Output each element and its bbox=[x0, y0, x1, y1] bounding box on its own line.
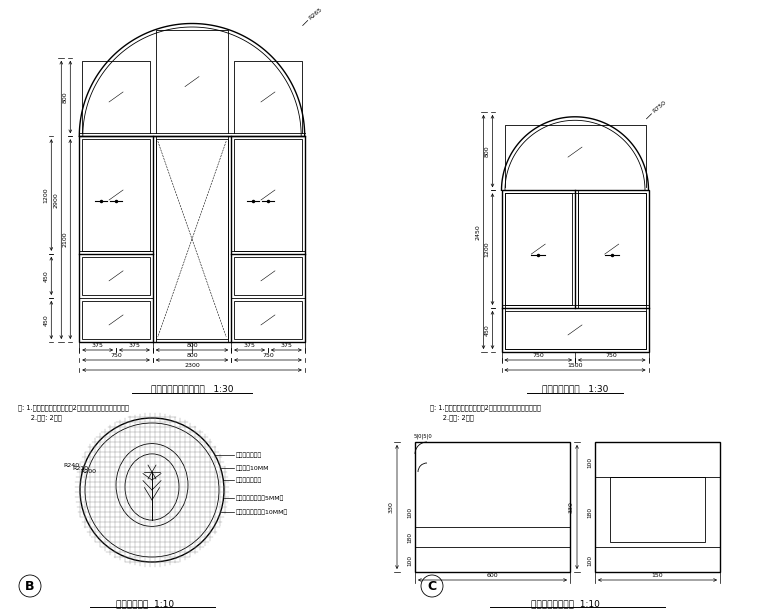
Bar bbox=[578, 193, 645, 305]
Text: 2.数量: 2樘。: 2.数量: 2樘。 bbox=[18, 414, 62, 420]
Text: 800: 800 bbox=[485, 145, 489, 157]
Text: 750: 750 bbox=[262, 353, 274, 358]
Text: 1200: 1200 bbox=[485, 241, 489, 257]
Text: R210: R210 bbox=[73, 466, 89, 471]
Bar bbox=[505, 311, 645, 349]
Bar bbox=[79, 136, 305, 342]
Text: R240: R240 bbox=[63, 463, 79, 468]
Text: 注: 1.铝合金门、窗框均采用2㎜电泳色铝合金，白片玻璃。: 注: 1.铝合金门、窗框均采用2㎜电泳色铝合金，白片玻璃。 bbox=[18, 404, 129, 411]
Text: 800: 800 bbox=[186, 343, 198, 348]
Text: 375: 375 bbox=[128, 343, 141, 348]
Text: 450: 450 bbox=[485, 324, 489, 336]
Bar bbox=[234, 257, 302, 295]
Text: 450: 450 bbox=[43, 270, 49, 282]
Text: 800: 800 bbox=[62, 91, 68, 103]
Text: 100: 100 bbox=[407, 554, 412, 565]
Text: 铝合金窗大样图   1:30: 铝合金窗大样图 1:30 bbox=[542, 384, 608, 393]
Text: 盖板面（底面）: 盖板面（底面） bbox=[236, 477, 262, 483]
Text: 150: 150 bbox=[651, 573, 663, 578]
Bar bbox=[82, 301, 150, 339]
Text: 注: 1.铝合金门、窗框均采用2㎜电泳色铝合金，白片玻璃。: 注: 1.铝合金门、窗框均采用2㎜电泳色铝合金，白片玻璃。 bbox=[430, 404, 541, 411]
Text: B: B bbox=[25, 580, 35, 592]
Bar bbox=[82, 257, 150, 295]
Bar bbox=[156, 139, 228, 339]
Bar bbox=[505, 193, 572, 305]
Text: 750: 750 bbox=[110, 353, 122, 358]
Text: 375: 375 bbox=[92, 343, 103, 348]
Text: 嵌光面详细图案: 嵌光面详细图案 bbox=[236, 452, 262, 458]
Bar bbox=[595, 442, 720, 572]
Text: 375: 375 bbox=[280, 343, 293, 348]
Text: 2100: 2100 bbox=[62, 231, 68, 247]
Bar bbox=[82, 139, 150, 251]
Text: 1500: 1500 bbox=[567, 363, 583, 368]
Text: 100: 100 bbox=[587, 554, 592, 565]
Text: 100: 100 bbox=[587, 457, 592, 468]
Text: 100: 100 bbox=[407, 507, 412, 518]
Text: 600: 600 bbox=[486, 573, 499, 578]
Text: 凸出底面10MM: 凸出底面10MM bbox=[236, 465, 270, 471]
Text: 800: 800 bbox=[186, 353, 198, 358]
Text: 180: 180 bbox=[587, 507, 592, 518]
Text: R750: R750 bbox=[651, 100, 667, 114]
Text: 2300: 2300 bbox=[184, 363, 200, 368]
Text: 330: 330 bbox=[389, 501, 394, 513]
Bar bbox=[610, 477, 705, 542]
Text: 750: 750 bbox=[606, 353, 618, 358]
Text: 2450: 2450 bbox=[476, 224, 480, 240]
Text: 180: 180 bbox=[407, 531, 412, 543]
Bar bbox=[415, 442, 570, 572]
Text: 450: 450 bbox=[43, 314, 49, 326]
Text: C: C bbox=[427, 580, 436, 592]
Text: 嵌光板（凸出底面5MM）: 嵌光板（凸出底面5MM） bbox=[236, 495, 284, 501]
Text: R265: R265 bbox=[308, 6, 323, 20]
Bar bbox=[234, 139, 302, 251]
Text: 2900: 2900 bbox=[53, 192, 59, 208]
Text: 铝合金组合门窗大样图   1:30: 铝合金组合门窗大样图 1:30 bbox=[150, 384, 233, 393]
Text: 2.数量: 2樘。: 2.数量: 2樘。 bbox=[430, 414, 473, 420]
Bar bbox=[234, 301, 302, 339]
Text: 5|0|5|0: 5|0|5|0 bbox=[413, 433, 432, 439]
Text: 330: 330 bbox=[569, 501, 574, 513]
Text: 水泥预制件大样图  1:10: 水泥预制件大样图 1:10 bbox=[530, 599, 600, 608]
Bar bbox=[502, 190, 648, 352]
Text: R200: R200 bbox=[81, 469, 97, 474]
Text: 1200: 1200 bbox=[43, 187, 49, 203]
Text: 750: 750 bbox=[532, 353, 544, 358]
Text: 嵌光板（凸出底面10MM）: 嵌光板（凸出底面10MM） bbox=[236, 509, 288, 515]
Text: 375: 375 bbox=[244, 343, 255, 348]
Bar bbox=[505, 193, 645, 349]
Text: 装饰件大样图  1:10: 装饰件大样图 1:10 bbox=[116, 599, 174, 608]
